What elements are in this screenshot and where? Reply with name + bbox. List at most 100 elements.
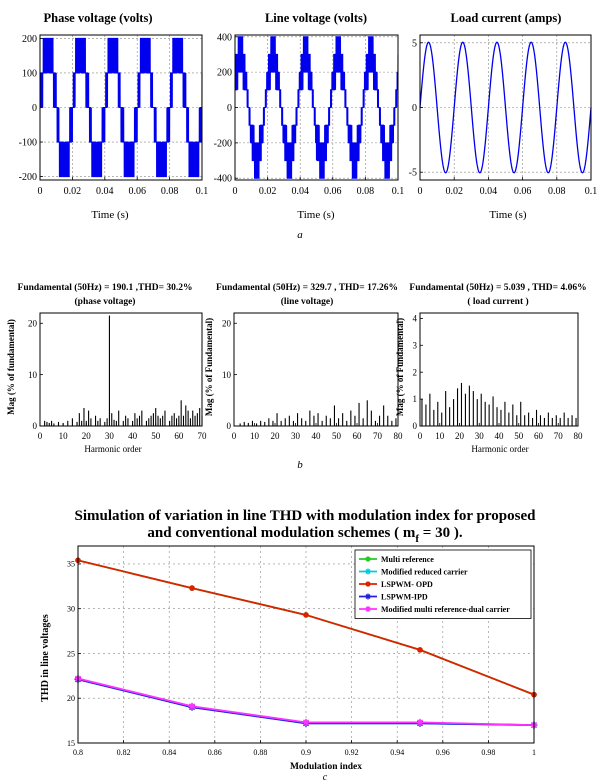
x-tick-label: 0.02 — [259, 186, 277, 197]
panel-a: Phase voltage (volts) 0 0.02 0.04 0.06 0.08 0… — [19, 11, 598, 241]
x-tick-label: 0.82 — [117, 748, 131, 757]
y-tick-label: 3 — [413, 340, 418, 350]
x-tick-label: 0.84 — [162, 748, 176, 757]
chart-phase-voltage: Phase voltage (volts) 0 0.02 0.04 0.06 0.08 0… — [19, 11, 209, 221]
x-tick-label: 40 — [495, 431, 505, 441]
x-tick-label: 30 — [291, 431, 301, 441]
y-tick-label: 1 — [413, 394, 418, 404]
y-tick-label: 0 — [413, 421, 418, 431]
panel-letter: c — [323, 772, 328, 781]
x-tick-label: 80 — [394, 431, 404, 441]
chart-title: Fundamental (50Hz) = 190.1 ,THD= 30.2% — [18, 282, 193, 293]
x-axis-label: Time (s) — [489, 209, 527, 221]
y-tick-label: -200 — [19, 172, 37, 183]
x-tick-label: 70 — [198, 431, 208, 441]
x-tick-label: 50 — [151, 431, 161, 441]
x-tick-label: 0.1 — [196, 186, 209, 197]
waveform-line — [419, 41, 592, 174]
y-tick-label: 0 — [227, 421, 232, 431]
x-tick-label: 0.02 — [445, 186, 463, 197]
x-tick-label: 0 — [233, 186, 238, 197]
panel-letter: b — [297, 459, 303, 471]
x-tick-label: 50 — [514, 431, 524, 441]
legend-label: LSPWM-IPD — [381, 593, 428, 602]
x-tick-label: 80 — [574, 431, 584, 441]
x-tick-label: 0 — [418, 431, 423, 441]
y-tick-label: 35 — [67, 560, 75, 569]
y-tick-label: -200 — [214, 138, 232, 149]
chart-line-voltage: Line voltage (volts) 0 0.02 0.04 0.06 0.08 0.… — [214, 11, 405, 221]
chart-spectrum-current: Fundamental (50Hz) = 5.039 , THD= 4.06% … — [395, 282, 587, 454]
x-tick-label: 0.08 — [357, 186, 375, 197]
y-axis-label: Mag (% of fundamental) — [6, 319, 16, 415]
x-tick-label: 30 — [475, 431, 485, 441]
y-axis-label: Mag (% of Fundamental) — [395, 318, 405, 416]
data-point — [302, 718, 310, 726]
y-tick-label: 0 — [33, 421, 38, 431]
x-tick-label: 10 — [59, 431, 69, 441]
chart-subtitle: (phase voltage) — [75, 296, 136, 307]
x-tick-label: 0.9 — [301, 748, 311, 757]
y-tick-label: 25 — [67, 649, 75, 658]
legend-marker — [365, 568, 371, 575]
x-tick-label: 0 — [38, 431, 43, 441]
chart-subtitle: (line voltage) — [281, 296, 334, 307]
y-tick-label: 5 — [412, 38, 417, 49]
y-tick-label: 20 — [28, 318, 38, 328]
plot-border — [419, 34, 592, 181]
x-tick-label: 0.08 — [161, 186, 179, 197]
x-tick-label: 70 — [554, 431, 564, 441]
chart-spectrum-line: Fundamental (50Hz) = 329.7 , THD= 17.26%… — [204, 282, 403, 441]
legend-box — [354, 549, 532, 619]
x-tick-label: 30 — [105, 431, 115, 441]
x-tick-label: 0.96 — [436, 748, 450, 757]
y-tick-label: 10 — [222, 370, 232, 380]
data-point — [417, 647, 423, 653]
x-tick-label: 0.1 — [392, 186, 405, 197]
y-tick-label: 200 — [22, 34, 37, 45]
x-tick-label: 1 — [532, 748, 536, 757]
x-tick-label: 0 — [232, 431, 237, 441]
y-tick-label: 400 — [217, 32, 232, 43]
x-tick-label: 0.08 — [548, 186, 566, 197]
chart-subtitle: ( load current ) — [467, 296, 528, 307]
x-tick-label: 10 — [250, 431, 260, 441]
chart-title: Fundamental (50Hz) = 5.039 , THD= 4.06% — [409, 282, 586, 293]
plot-border — [233, 312, 399, 427]
y-axis-label: Mag (% of Fundamental) — [204, 318, 214, 416]
legend-marker — [365, 593, 371, 600]
x-tick-label: 60 — [353, 431, 363, 441]
x-tick-label: 20 — [455, 431, 465, 441]
legend-label: LSPWM- OPD — [381, 580, 433, 589]
x-axis-label: Time (s) — [91, 209, 129, 221]
y-tick-label: 200 — [217, 68, 232, 79]
x-tick-label: 10 — [435, 431, 445, 441]
x-tick-label: 0.06 — [128, 186, 146, 197]
plot-border — [39, 34, 203, 181]
y-tick-label: 20 — [222, 318, 232, 328]
x-tick-label: 40 — [312, 431, 322, 441]
legend-label: Modified reduced carrier — [381, 568, 468, 577]
chart-title: Load current (amps) — [451, 11, 562, 25]
y-tick-label: -5 — [409, 168, 417, 179]
x-tick-label: 0.88 — [253, 748, 267, 757]
x-tick-label: 0.04 — [480, 186, 498, 197]
legend-marker — [365, 606, 371, 612]
x-tick-label: 0.02 — [64, 186, 82, 197]
x-tick-label: 60 — [534, 431, 544, 441]
legend-label: Multi reference — [381, 555, 434, 564]
chart-title: Line voltage (volts) — [265, 11, 367, 25]
chart-spectrum-phase: Fundamental (50Hz) = 190.1 ,THD= 30.2% (… — [6, 282, 207, 454]
x-tick-label: 0.06 — [324, 186, 342, 197]
y-tick-label: 0 — [227, 103, 232, 114]
x-tick-label: 20 — [82, 431, 92, 441]
legend-label: Modified multi reference-dual carrier — [381, 605, 510, 614]
x-tick-label: 0.94 — [390, 748, 404, 757]
y-tick-label: 0 — [412, 103, 417, 114]
legend-marker — [365, 581, 371, 587]
y-axis-label: THD in line voltages — [40, 614, 51, 702]
data-point — [189, 585, 195, 591]
data-point — [188, 702, 196, 710]
legend-marker — [365, 556, 371, 562]
